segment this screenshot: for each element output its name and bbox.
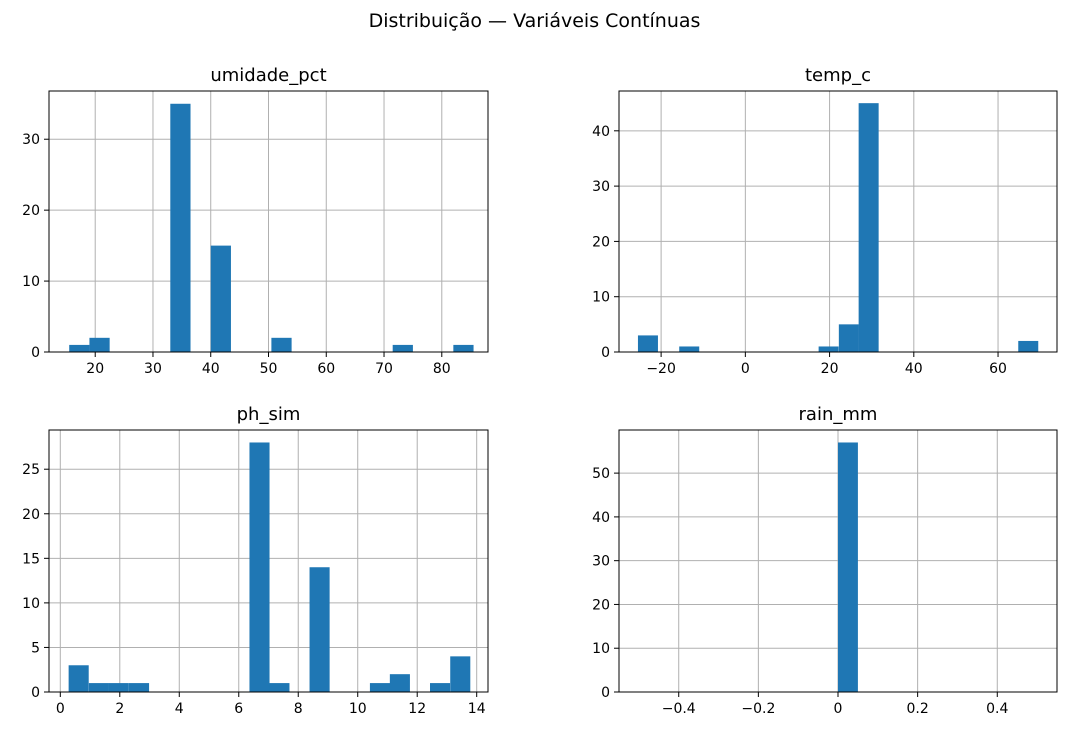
histogram-bar: [108, 683, 129, 692]
subplot-title: ph_sim: [237, 404, 301, 425]
figure-suptitle: Distribuição — Variáveis Contínuas: [368, 10, 701, 32]
x-tick-label: −0.4: [662, 701, 696, 717]
y-tick-label: 20: [22, 507, 40, 523]
x-tick-label: 0: [56, 701, 65, 717]
x-tick-label: 20: [821, 361, 839, 377]
histogram-bar: [392, 344, 413, 352]
histogram-bar: [838, 442, 858, 692]
y-tick-label: 0: [31, 685, 40, 701]
x-tick-label: 4: [175, 701, 184, 717]
x-tick-label: 8: [294, 701, 303, 717]
x-tick-label: 40: [202, 361, 220, 377]
histogram-bar: [858, 103, 879, 352]
x-tick-label: −20: [646, 361, 676, 377]
y-tick-label: 10: [592, 641, 610, 657]
histogram-bar: [838, 324, 859, 352]
histogram-bar: [129, 683, 150, 692]
histogram-umidade-pct: 20 30 40 50 60 70 80 0 10 20 30 umidade_pct: [22, 65, 489, 377]
x-tick-label: 0: [834, 701, 843, 717]
histogram-bar: [210, 245, 231, 352]
histogram-bar: [69, 344, 90, 352]
histogram-bar: [88, 683, 109, 692]
histogram-bar: [637, 335, 658, 352]
y-tick-label: 20: [592, 234, 610, 250]
x-tick-label: 0.2: [907, 701, 929, 717]
histogram-ph-sim: 0 2 4 6 8 10 12 14 0 5 10 15 20 25 ph_sim: [22, 404, 489, 717]
histogram-bar: [389, 674, 410, 692]
x-tick-label: 6: [234, 701, 243, 717]
y-tick-label: 0: [601, 685, 610, 701]
histogram-temp-c: −20 0 20 40 60 0 10 20 30 40 temp_c: [592, 65, 1058, 377]
x-tick-label: 12: [408, 701, 426, 717]
x-tick-label: 30: [144, 361, 162, 377]
axes-frame: [48, 429, 489, 693]
x-tick-label: 40: [905, 361, 923, 377]
histogram-bar: [450, 656, 471, 692]
y-tick-label: 30: [592, 554, 610, 570]
histogram-bar: [271, 337, 292, 352]
y-tick-label: 30: [592, 179, 610, 195]
x-tick-label: 2: [115, 701, 124, 717]
x-tick-label: 60: [989, 361, 1007, 377]
y-tick-label: 40: [592, 124, 610, 140]
axes-frame: [618, 429, 1058, 693]
x-tick-label: 80: [433, 361, 451, 377]
x-tick-label: 50: [260, 361, 278, 377]
y-tick-label: 30: [22, 132, 40, 148]
x-tick-label: 70: [375, 361, 393, 377]
x-tick-label: 60: [317, 361, 335, 377]
x-tick-label: 0.4: [986, 701, 1008, 717]
y-tick-label: 0: [601, 345, 610, 361]
x-tick-label: 0: [741, 361, 750, 377]
y-tick-label: 0: [31, 345, 40, 361]
histogram-bar: [89, 337, 110, 352]
y-tick-label: 20: [22, 203, 40, 219]
y-tick-label: 20: [592, 597, 610, 613]
y-tick-label: 5: [31, 640, 40, 656]
x-tick-label: 14: [468, 701, 486, 717]
histogram-rain-mm: −0.4 −0.2 0 0.2 0.4 0 10 20 30 40 50 rain_mm: [592, 404, 1058, 717]
subplot-title: rain_mm: [799, 404, 878, 425]
histogram-bar: [679, 346, 700, 352]
y-tick-label: 40: [592, 510, 610, 526]
subplot-title: umidade_pct: [210, 65, 326, 86]
subplot-title: temp_c: [805, 65, 871, 86]
histogram-bar: [430, 683, 451, 692]
y-tick-label: 10: [22, 274, 40, 290]
histogram-bar: [818, 346, 839, 352]
y-tick-label: 10: [22, 596, 40, 612]
histogram-bar: [68, 665, 89, 692]
histogram-bar: [249, 442, 270, 692]
histogram-bar: [170, 103, 191, 353]
y-tick-label: 25: [22, 462, 40, 478]
x-tick-label: 20: [86, 361, 104, 377]
x-tick-label: −0.2: [741, 701, 775, 717]
y-tick-label: 50: [592, 466, 610, 482]
axes-frame: [48, 90, 489, 353]
y-tick-label: 15: [22, 551, 40, 567]
histogram-bar: [453, 344, 474, 352]
histogram-bar: [309, 567, 330, 692]
x-tick-label: 10: [349, 701, 367, 717]
histogram-bar: [1018, 340, 1039, 352]
histogram-bar: [269, 683, 290, 692]
histogram-bar: [369, 683, 390, 692]
axes-frame: [618, 90, 1058, 353]
y-tick-label: 10: [592, 290, 610, 306]
